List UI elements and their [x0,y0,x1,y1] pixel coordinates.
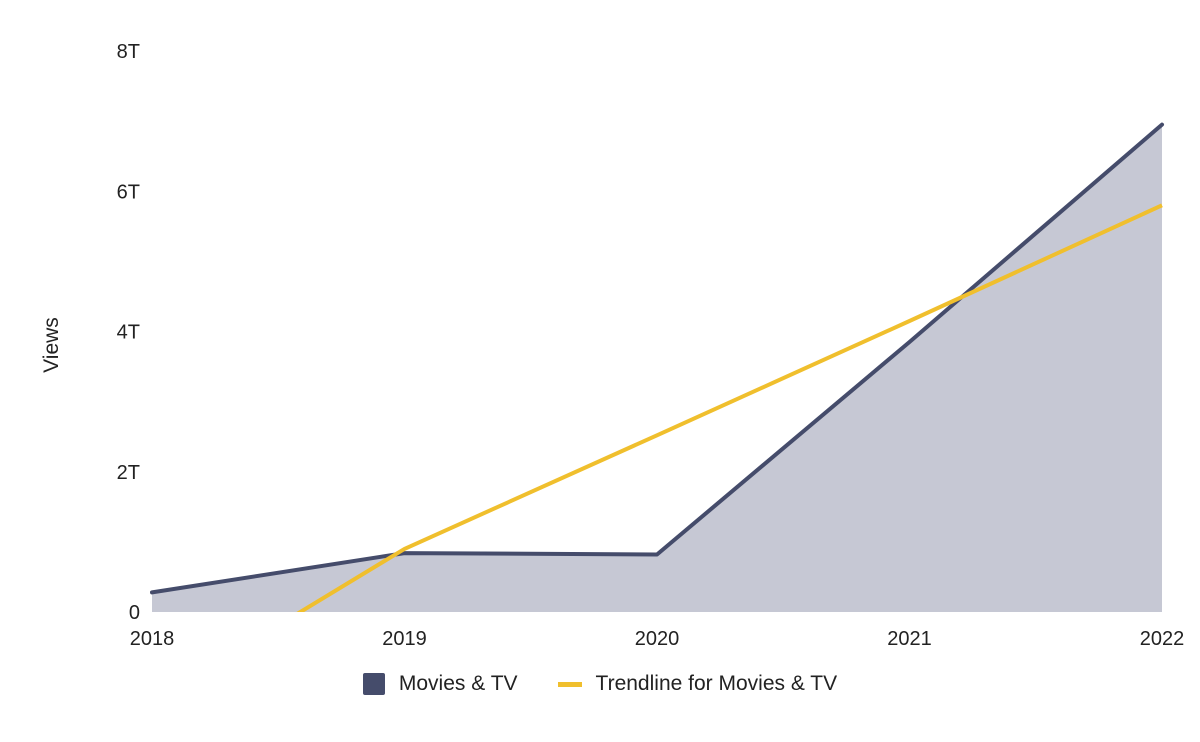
legend: Movies & TV Trendline for Movies & TV [0,672,1200,696]
area-fill-0 [152,124,1162,612]
y-tick-label: 2T [117,462,140,484]
legend-label-movies-tv: Movies & TV [398,672,518,695]
legend-swatch-area [362,673,385,695]
y-axis-title: Views [40,317,63,373]
trendline-1 [296,203,1163,612]
area-line-0 [150,122,1164,595]
legend-label-trendline: Trendline for Movies & TV [595,672,838,695]
y-tick-label: 8T [117,41,140,63]
legend-swatch-line [557,681,582,687]
line-layer [296,203,1163,612]
x-tick-label: 2019 [382,628,427,650]
x-tick-label: 2022 [1140,628,1185,650]
y-tick-label: 4T [117,322,140,344]
x-tick-label: 2020 [635,628,680,650]
area-layer [150,122,1164,612]
x-tick-label: 2018 [130,628,175,650]
x-axis-ticks: 2018 2019 2020 2021 2022 [130,628,1185,650]
y-axis-ticks: 0 2T 4T 6T 8T [117,41,140,624]
y-tick-label: 6T [117,181,140,203]
x-tick-label: 2021 [887,628,932,650]
legend-item-trendline[interactable]: Trendline for Movies & TV [557,672,838,696]
legend-item-movies-tv[interactable]: Movies & TV [362,672,518,696]
y-tick-label: 0 [129,602,140,624]
